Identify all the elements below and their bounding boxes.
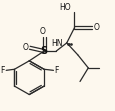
Text: F: F [54,66,58,75]
Text: S: S [40,46,47,56]
Text: F: F [1,66,5,75]
Text: O: O [93,23,99,32]
Text: O: O [40,27,46,36]
Text: HN: HN [51,39,62,48]
Text: O: O [22,43,28,52]
Text: HO: HO [59,3,71,12]
